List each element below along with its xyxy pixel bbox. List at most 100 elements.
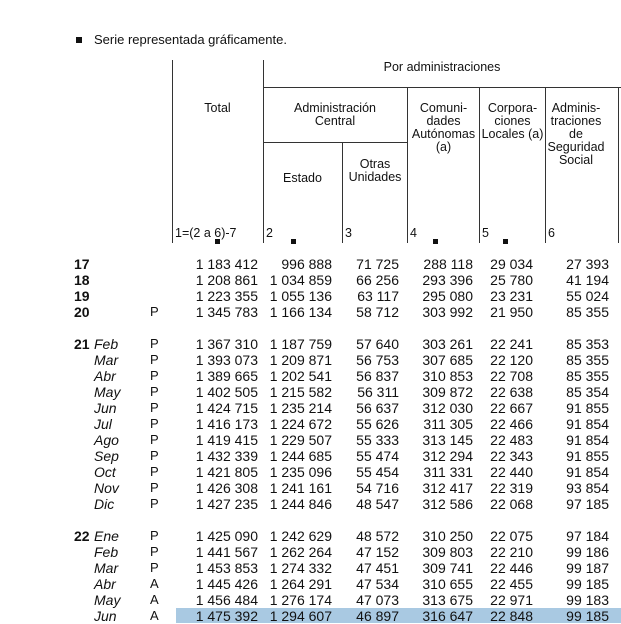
table-row: Sep P 1 432 339 1 244 685 55 474 312 294 22 34… — [0, 448, 621, 464]
header-otras-unidades: Otras Unidades — [348, 157, 402, 184]
header-estado: Estado — [283, 171, 322, 185]
cell-value: 22 210 — [490, 544, 533, 560]
row-year: 19 — [74, 288, 90, 304]
cell-value: 22 075 — [490, 528, 533, 544]
cell-value: 312 417 — [422, 480, 473, 496]
header-administracion-central: Administración Central — [294, 101, 376, 128]
cell-value: 21 950 — [490, 304, 533, 320]
cell-value: 310 853 — [422, 368, 473, 384]
row-year: 17 — [74, 256, 90, 272]
cell-value: 48 547 — [356, 496, 399, 512]
table-row: 20 P 1 345 783 1 166 134 58 712 303 992 21 950… — [0, 304, 621, 320]
cell-value: 1 235 214 — [269, 400, 332, 416]
table-row: Jun P 1 424 715 1 235 214 56 637 312 030 22 66… — [0, 400, 621, 416]
cell-value: 1 187 759 — [269, 336, 332, 352]
cell-value: 22 241 — [490, 336, 533, 352]
row-year: 21 — [74, 336, 90, 352]
cell-value: 1 402 505 — [195, 384, 258, 400]
cell-value: 25 780 — [490, 272, 533, 288]
table-row: Abr A 1 445 426 1 264 291 47 534 310 655 22 45… — [0, 576, 621, 592]
cell-value: 1 274 332 — [269, 560, 332, 576]
row-month: May — [94, 384, 121, 400]
cell-value: 309 872 — [422, 384, 473, 400]
cell-value: 1 426 308 — [195, 480, 258, 496]
cell-value: 1 276 174 — [269, 592, 332, 608]
cell-value: 47 534 — [356, 576, 399, 592]
graph-series-marker — [503, 239, 508, 244]
header-total: Total — [204, 101, 231, 115]
cell-value: 99 187 — [566, 560, 609, 576]
table-row: 19 1 223 355 1 055 136 63 117 295 080 23 231 5… — [0, 288, 621, 304]
row-flag: A — [150, 576, 159, 591]
cell-value: 56 837 — [356, 368, 399, 384]
cell-value: 47 073 — [356, 592, 399, 608]
row-flag: P — [150, 464, 159, 479]
col-number: 6 — [548, 226, 555, 240]
cell-value: 303 261 — [422, 336, 473, 352]
cell-value: 56 311 — [357, 384, 399, 400]
cell-value: 71 725 — [356, 256, 399, 272]
cell-value: 1 419 415 — [195, 432, 258, 448]
cell-value: 85 355 — [566, 352, 609, 368]
cell-value: 313 675 — [422, 592, 473, 608]
cell-value: 1 215 582 — [269, 384, 332, 400]
row-month: Jun — [94, 400, 117, 416]
table-row: May A 1 456 484 1 276 174 47 073 313 675 22 97… — [0, 592, 621, 608]
row-month: Jun — [94, 608, 117, 624]
row-flag: A — [150, 608, 159, 623]
cell-value: 22 068 — [490, 496, 533, 512]
row-month: Mar — [94, 560, 119, 576]
cell-value: 85 355 — [566, 304, 609, 320]
cell-value: 91 854 — [566, 432, 609, 448]
row-month: Abr — [94, 368, 116, 384]
table-row: 18 1 208 861 1 034 859 66 256 293 396 25 780 4… — [0, 272, 621, 288]
row-flag: P — [150, 384, 159, 399]
cell-value: 22 455 — [490, 576, 533, 592]
cell-value: 1 209 871 — [269, 352, 332, 368]
row-month: Mar — [94, 352, 119, 368]
cell-value: 93 854 — [566, 480, 609, 496]
row-month: Dic — [94, 496, 115, 512]
row-month: Jul — [94, 416, 112, 432]
table-row: Dic P 1 427 235 1 244 846 48 547 312 586 22 06… — [0, 496, 621, 512]
cell-value: 22 440 — [490, 464, 533, 480]
row-year: 22 — [74, 528, 90, 544]
row-year: 18 — [74, 272, 90, 288]
table-row: 17 1 183 412 996 888 71 725 288 118 29 034 27 … — [0, 256, 621, 272]
row-year: 20 — [74, 304, 90, 320]
cell-value: 55 626 — [356, 416, 399, 432]
row-flag: A — [150, 592, 159, 607]
cell-value: 1 475 392 — [195, 608, 258, 624]
cell-value: 1 244 846 — [269, 496, 332, 512]
cell-value: 1 425 090 — [195, 528, 258, 544]
cell-value: 1 166 134 — [269, 304, 332, 320]
row-month: Sep — [94, 448, 119, 464]
row-flag: P — [150, 560, 159, 575]
cell-value: 47 152 — [356, 544, 399, 560]
cell-value: 99 185 — [566, 608, 609, 624]
cell-value: 1 034 859 — [269, 272, 332, 288]
cell-value: 85 355 — [566, 368, 609, 384]
cell-value: 303 992 — [422, 304, 473, 320]
cell-value: 29 034 — [490, 256, 533, 272]
cell-value: 22 319 — [490, 480, 533, 496]
cell-value: 22 120 — [490, 352, 533, 368]
row-month: Feb — [94, 544, 119, 560]
col-number: 3 — [345, 226, 352, 240]
cell-value: 99 183 — [566, 592, 609, 608]
cell-value: 63 117 — [357, 288, 399, 304]
cell-value: 55 333 — [356, 432, 399, 448]
cell-value: 56 753 — [356, 352, 399, 368]
table-row: Oct P 1 421 805 1 235 096 55 454 311 331 22 44… — [0, 464, 621, 480]
header-comunidades-autonomas: Comuni- dades Autónomas (a) — [411, 101, 476, 154]
cell-value: 307 685 — [422, 352, 473, 368]
cell-value: 99 186 — [566, 544, 609, 560]
cell-value: 1 229 507 — [269, 432, 332, 448]
cell-value: 91 855 — [566, 448, 609, 464]
cell-value: 1 389 665 — [195, 368, 258, 384]
cell-value: 312 030 — [422, 400, 473, 416]
row-flag: P — [150, 448, 159, 463]
cell-value: 1 244 685 — [269, 448, 332, 464]
cell-value: 46 897 — [356, 608, 399, 624]
cell-value: 22 638 — [490, 384, 533, 400]
